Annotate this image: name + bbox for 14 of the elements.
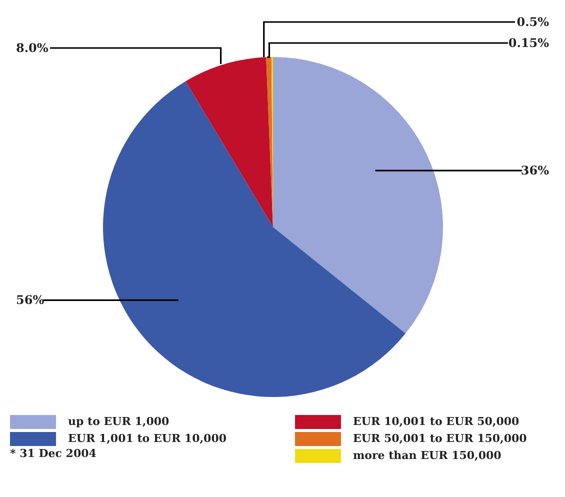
- data-label: 8.0%: [16, 41, 49, 55]
- legend-label: EUR 1,001 to EUR 10,000: [68, 432, 227, 445]
- data-label: 56%: [16, 293, 45, 308]
- data-label: 0.5%: [516, 15, 550, 29]
- legend-label: EUR 10,001 to EUR 50,000: [353, 415, 520, 428]
- data-label: 0.15%: [508, 36, 550, 50]
- data-label: 36%: [520, 164, 550, 178]
- legend-label: EUR 50,001 to EUR 150,000: [353, 432, 527, 445]
- text: * 31 Dec 2004: [10, 447, 98, 462]
- pie-slice: [273, 57, 443, 334]
- pie-slice: [103, 81, 406, 397]
- legend-label: up to EUR 1,000: [68, 415, 170, 428]
- legend-label: more than EUR 150,000: [353, 449, 502, 462]
- pie-slice: [186, 57, 273, 227]
